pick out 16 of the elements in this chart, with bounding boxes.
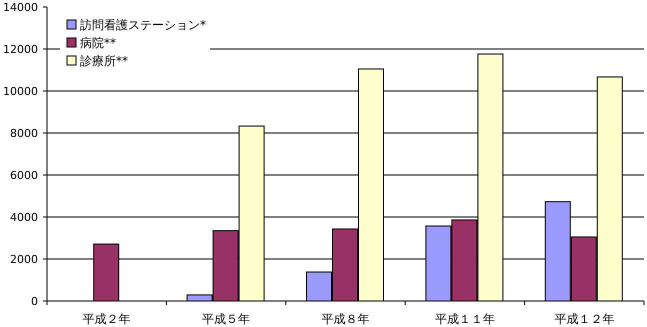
legend-label: 訪問看護ステーション* [80,18,206,32]
legend-label: 診療所** [80,54,128,68]
y-tick-label: 2000 [10,253,38,266]
y-tick-label: 6000 [10,169,38,182]
y-tick-label: 8000 [10,127,38,140]
x-tick-label: 平成１２年 [554,312,614,326]
y-tick-label: 4000 [10,211,38,224]
y-tick-label: 10000 [3,85,38,98]
legend-label: 病院** [80,36,116,50]
x-tick-label: 平成１１年 [434,312,495,326]
x-tick-label: 平成５年 [202,312,250,326]
y-tick-label: 14000 [3,1,38,14]
y-tick-label: 0 [31,295,38,308]
x-tick-label: 平成８年 [322,312,370,326]
y-tick-label: 12000 [3,43,38,56]
x-tick-label: 平成２年 [82,312,131,326]
